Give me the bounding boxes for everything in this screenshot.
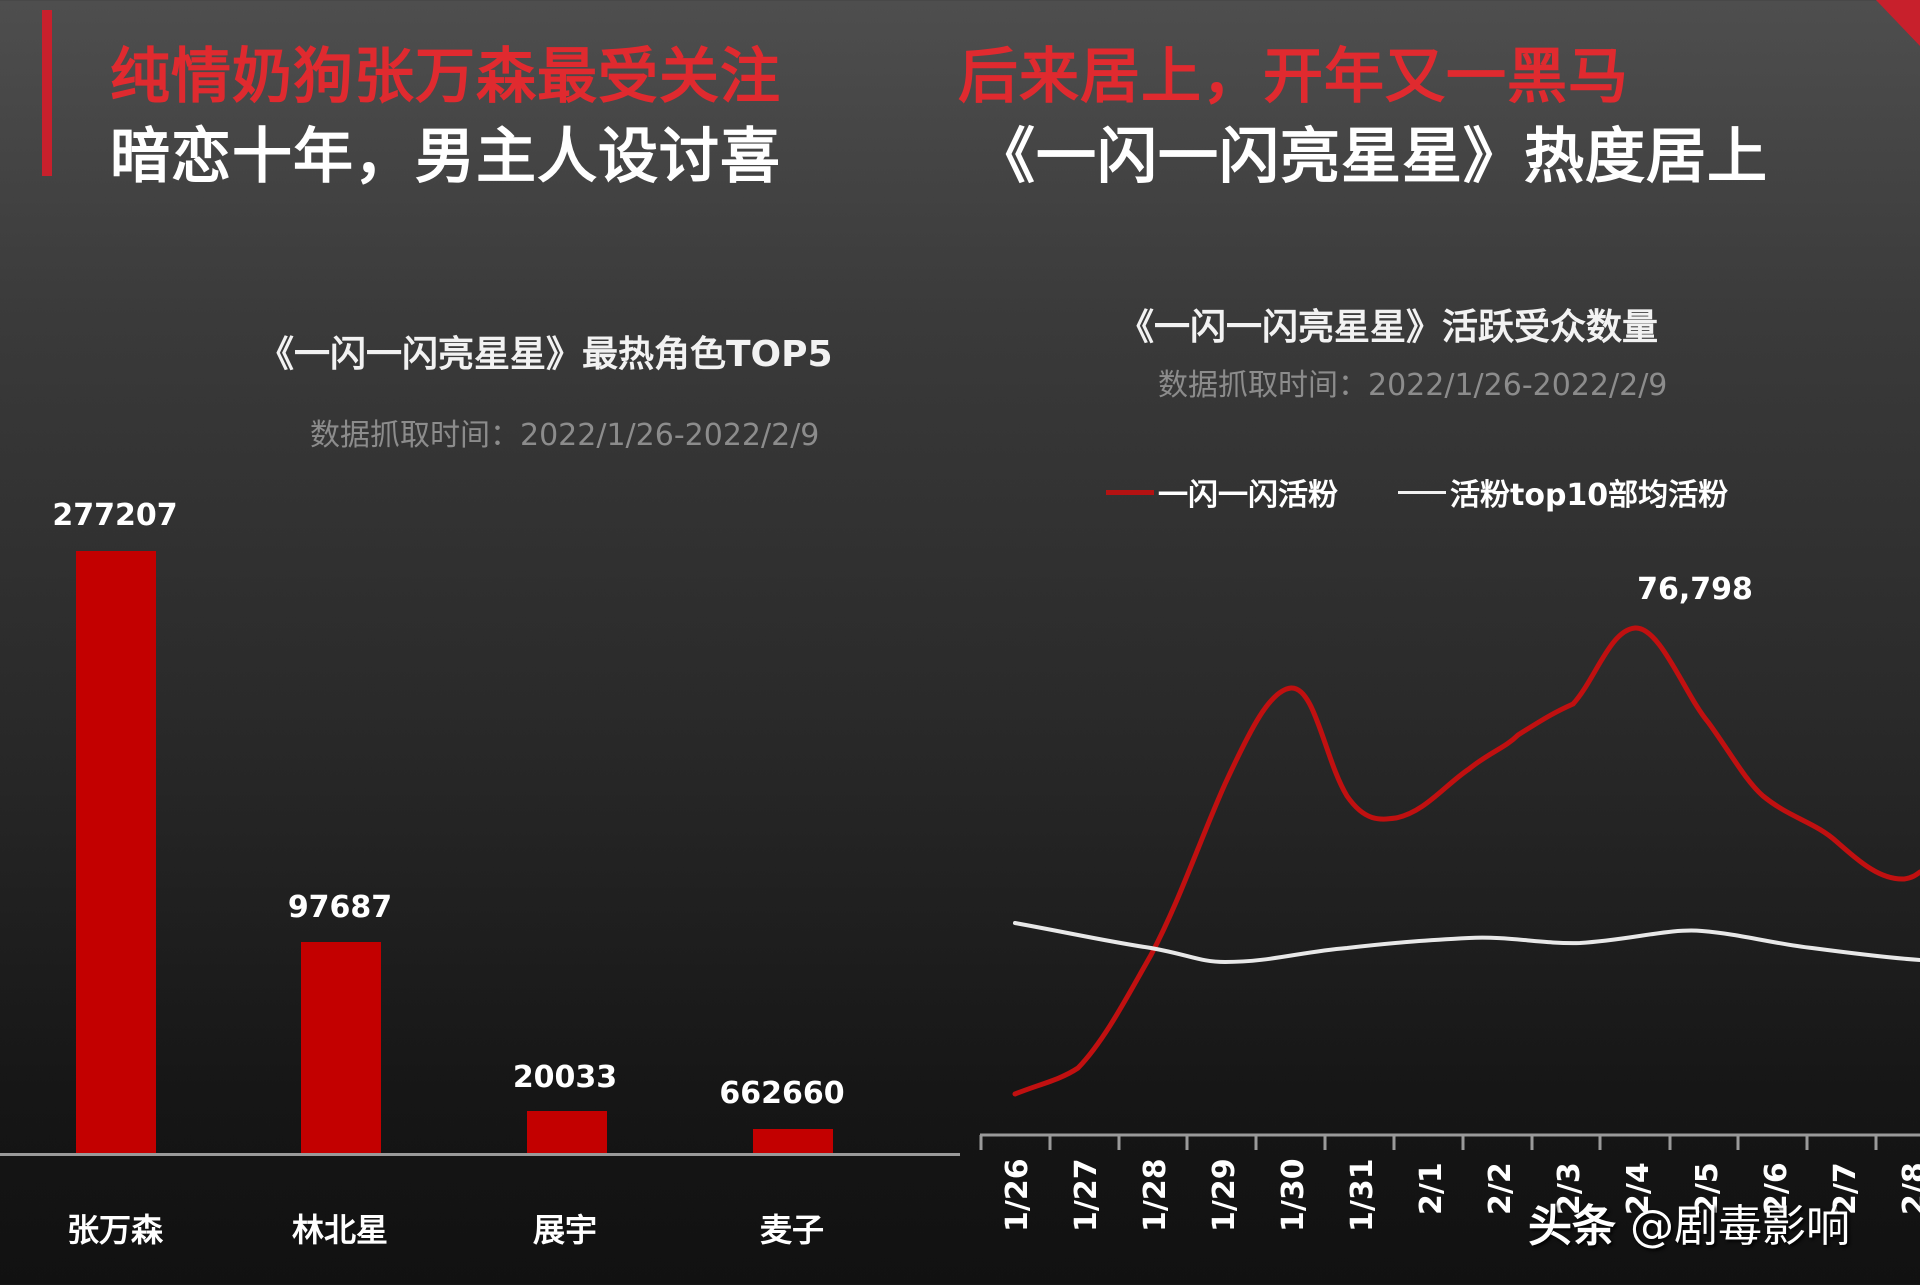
bar-value-label: 277207 [52,498,178,533]
legend-red-swatch-icon [1106,489,1154,495]
bar-category-label: 展宇 [532,1211,598,1249]
bar-chart-subtitle: 数据抓取时间：2022/1/26-2022/2/9 [310,418,820,453]
bar-lin-beixing [301,942,381,1154]
line-chart-subtitle: 数据抓取时间：2022/1/26-2022/2/9 [1158,368,1668,403]
x-tick-label: 1/27 [1069,1158,1104,1232]
bar-category-label: 麦子 [759,1211,825,1249]
x-tick-label: 2/2 [1483,1162,1518,1215]
headline-left-white: 暗恋十年，男主人设讨喜 [110,122,781,192]
corner-triangle [1876,0,1920,46]
bar-zhang-wansen [76,551,156,1154]
series-top10-avg-line [1013,921,1920,965]
x-axis-ticks [979,1135,1878,1150]
x-tick-label: 1/31 [1345,1158,1380,1232]
legend-item-white: 活粉top10部均活粉 [1398,470,1728,514]
watermark-platform: 头条 [1528,1201,1616,1252]
headline-right-white: 《一闪一闪亮星星》热度居上 [975,122,1768,192]
bar-category-label: 林北星 [291,1211,389,1249]
x-tick-label: 2/8 [1897,1162,1920,1215]
watermark-account: @剧毒影响 [1630,1201,1850,1252]
bar-value-label: 20033 [512,1060,618,1095]
bar-chart-baseline [0,1153,960,1156]
bar-chart-title: 《一闪一闪亮星星》最热角色TOP5 [258,334,833,375]
headline-left-red: 纯情奶狗张万森最受关注 [110,42,781,112]
headline-right-red: 后来居上，开年又一黑马 [958,42,1629,112]
watermark: 头条 @剧毒影响 [1528,1190,1850,1254]
accent-bar [42,10,52,176]
bar-category-label: 张万森 [66,1211,164,1249]
peak-value-label: 76,798 [1637,572,1753,607]
legend-white-swatch-icon [1398,490,1446,494]
bar-zhan-yu [527,1111,607,1154]
line-chart-title: 《一闪一闪亮星星》活跃受众数量 [1118,307,1659,348]
legend-label: 活粉top10部均活粉 [1450,478,1729,513]
x-tick-label: 1/26 [1000,1158,1035,1232]
x-tick-label: 1/29 [1207,1158,1242,1232]
legend-label: 一闪一闪活粉 [1158,478,1338,513]
x-tick-label: 2/1 [1414,1162,1449,1215]
x-tick-label: 1/30 [1276,1158,1311,1232]
bar-value-label: 97687 [287,890,393,925]
legend-item-red: 一闪一闪活粉 [1106,470,1338,514]
bar-value-label: 662660 [719,1076,845,1111]
x-tick-label: 1/28 [1138,1158,1173,1232]
bar-mai-zi [753,1129,833,1154]
series-active-fans-line [1012,625,1920,1097]
